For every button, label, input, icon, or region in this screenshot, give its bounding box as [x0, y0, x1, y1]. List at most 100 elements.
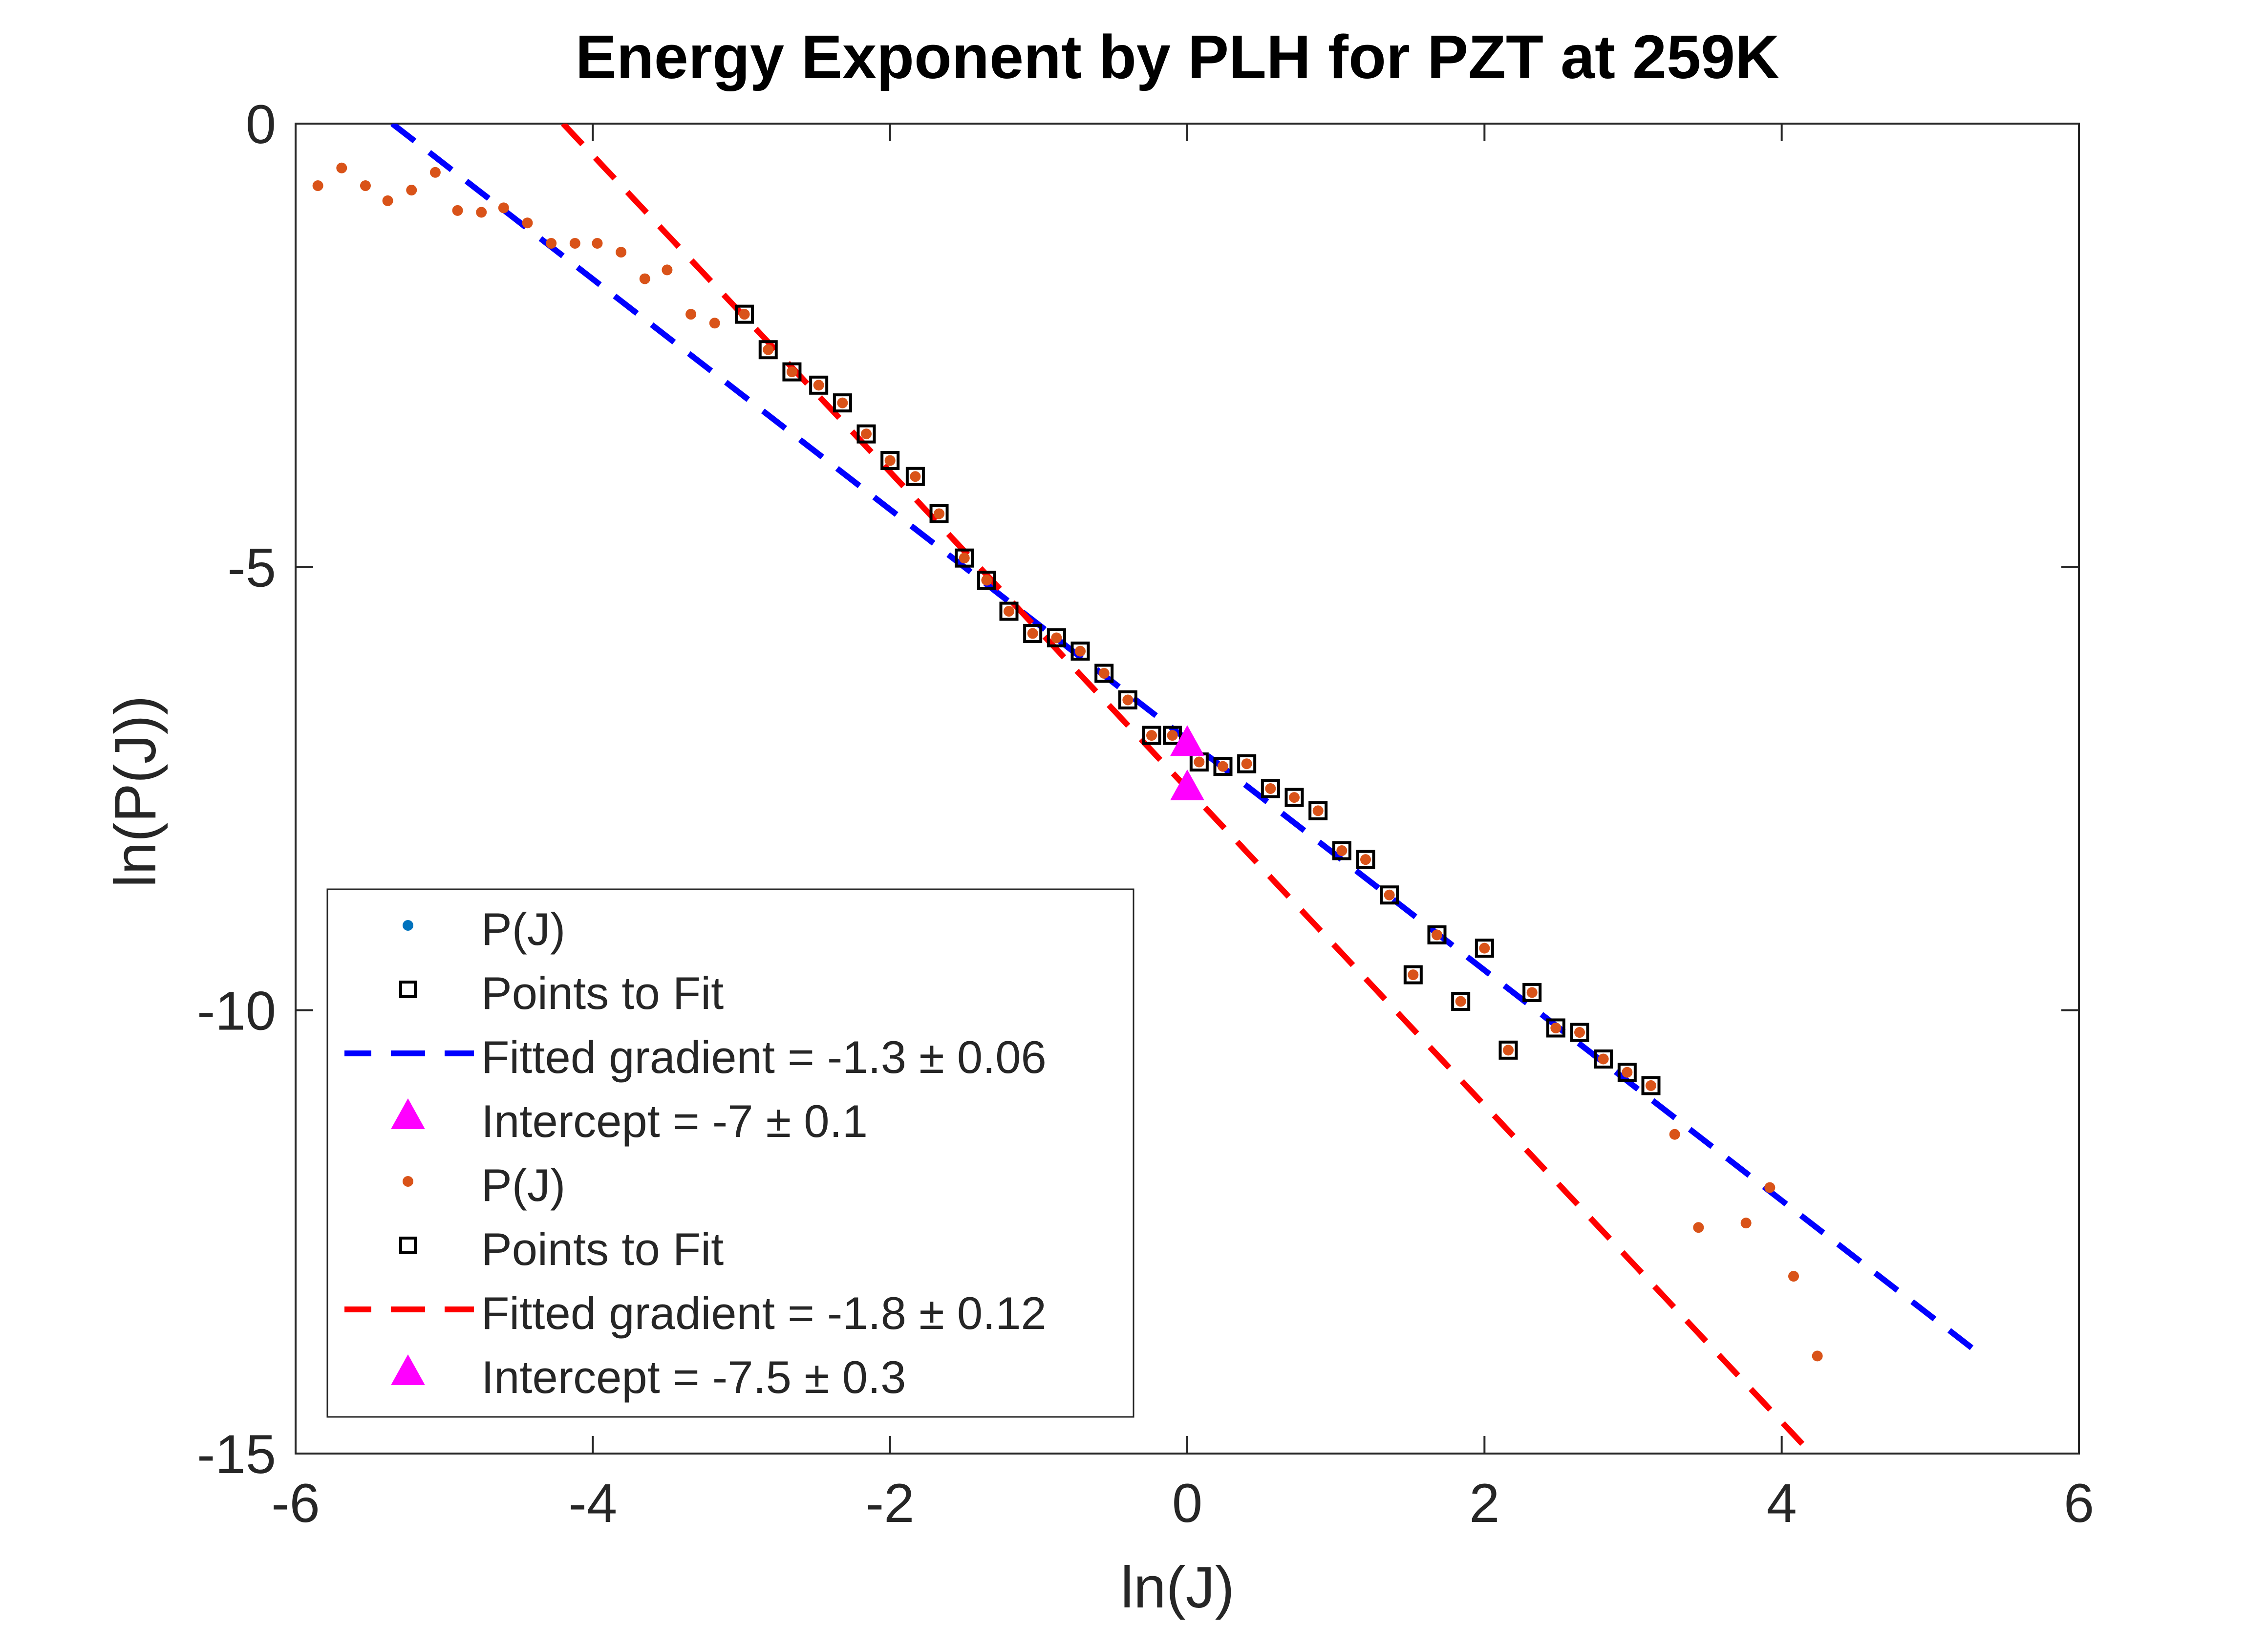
fit-point-square: [1094, 664, 1114, 683]
pj-point: [569, 237, 580, 249]
fit-point-square: [1617, 1063, 1637, 1082]
pj-point: [1027, 628, 1038, 639]
fit-point-square: [929, 504, 949, 523]
legend-label: Fitted gradient = -1.3 ± 0.06: [481, 1031, 1047, 1083]
pj-point: [1432, 929, 1442, 941]
pj-point: [884, 455, 896, 466]
pj-point: [592, 237, 603, 249]
fit-point-square: [1118, 690, 1137, 710]
legend-square-marker: [399, 981, 417, 998]
x-tick-label: 6: [2064, 1473, 2094, 1534]
fit-point-square: [1070, 642, 1090, 661]
x-axis-label: ln(J): [1120, 1555, 1234, 1620]
pj-point: [1241, 758, 1252, 770]
pj-point: [1336, 845, 1348, 856]
pj-point: [662, 264, 673, 276]
legend-label: Points to Fit: [481, 1223, 724, 1275]
intercept-marker-2: [1170, 769, 1204, 800]
fit-point-square: [1498, 1040, 1518, 1060]
pj-point: [1693, 1222, 1704, 1233]
fit-point-square: [1237, 754, 1257, 773]
pj-point: [360, 180, 371, 192]
fit-point-square: [1308, 801, 1328, 820]
legend-triangle-marker: [391, 1354, 425, 1385]
pj-point: [1788, 1271, 1799, 1282]
pj-point: [639, 273, 650, 284]
fit-point-square: [1261, 779, 1280, 798]
legend-label: Intercept = -7 ± 0.1: [481, 1095, 868, 1147]
pj-point: [1550, 1022, 1562, 1033]
fit-point-square: [1380, 885, 1399, 905]
pj-point: [1075, 645, 1086, 657]
x-tick-label: -6: [271, 1473, 320, 1534]
legend-label: P(J): [481, 903, 565, 955]
pj-point: [476, 207, 487, 218]
legend-dot-marker: [403, 920, 413, 931]
pj-point: [1289, 792, 1300, 803]
pj-point: [1122, 694, 1134, 706]
pj-point: [959, 553, 970, 564]
pj-point: [1526, 987, 1538, 998]
legend-square-marker: [399, 1237, 417, 1254]
pj-point: [837, 397, 848, 408]
pj-point: [739, 309, 750, 320]
fit-point-square: [1570, 1023, 1589, 1042]
pj-point: [1004, 606, 1014, 617]
fit-point-square: [1403, 965, 1423, 985]
pj-point: [934, 508, 945, 519]
pj-point: [1764, 1182, 1776, 1193]
fit-point-square: [1475, 939, 1494, 958]
fit-point-square: [1163, 726, 1182, 745]
fit-point-square: [782, 362, 802, 382]
pj-point: [1646, 1080, 1656, 1091]
fit-point-square: [856, 424, 876, 444]
fit-point-square: [880, 451, 900, 471]
pj-point: [709, 318, 720, 329]
fit-point-square: [955, 548, 974, 568]
data-group: [312, 124, 1984, 1454]
pj-point: [1146, 730, 1157, 741]
pj-point: [546, 237, 557, 249]
y-tick-label: 0: [246, 94, 276, 155]
fit-point-square: [977, 571, 996, 590]
fit-point-square: [999, 601, 1019, 621]
fit-point-square: [1213, 757, 1233, 776]
x-tick-label: 4: [1767, 1473, 1797, 1534]
fit-point-square: [1332, 841, 1351, 860]
pj-point: [1622, 1067, 1633, 1078]
legend-dot-marker: [403, 1176, 413, 1187]
x-tick-label: 2: [1469, 1473, 1499, 1534]
x-tick-label: -4: [569, 1473, 618, 1534]
pj-point: [406, 185, 417, 196]
pj-point: [1574, 1027, 1585, 1038]
fit-point-square: [809, 375, 829, 395]
y-tick-label: -10: [197, 981, 276, 1042]
fit-point-square: [758, 340, 778, 360]
y-tick-label: -5: [227, 537, 276, 598]
pj-point: [616, 247, 627, 258]
pj-point: [429, 167, 441, 178]
legend-label: Intercept = -7.5 ± 0.3: [481, 1351, 906, 1403]
pj-point: [1455, 996, 1466, 1007]
fit-point-square: [1142, 726, 1161, 745]
legend-label: Fitted gradient = -1.8 ± 0.12: [481, 1287, 1047, 1339]
pj-point: [813, 380, 824, 391]
pj-point: [1598, 1053, 1609, 1065]
pj-point: [1360, 854, 1371, 865]
fit-point-square: [1594, 1049, 1613, 1069]
pj-point: [1408, 969, 1419, 981]
pj-point: [1669, 1129, 1680, 1140]
pj-point: [763, 344, 774, 355]
pj-point: [1812, 1350, 1823, 1362]
pj-point: [1098, 668, 1110, 679]
fit-point-square: [1047, 628, 1066, 648]
pj-point: [1194, 756, 1205, 768]
pj-point: [910, 471, 921, 482]
pj-point: [1265, 783, 1276, 794]
pj-point: [861, 428, 872, 440]
legend: P(J) Points to Fit Fitted gradient = -1.3 …: [326, 888, 1134, 1418]
pj-point: [1218, 761, 1228, 772]
legend-label: P(J): [481, 1159, 565, 1211]
